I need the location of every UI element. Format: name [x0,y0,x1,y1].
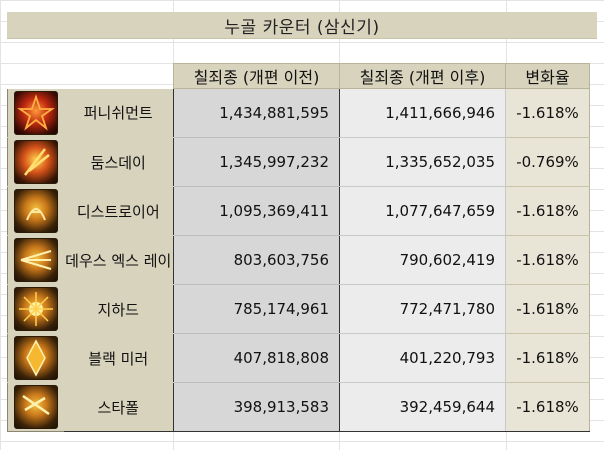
after-value[interactable]: 790,602,419 [339,235,506,285]
after-value[interactable]: 392,459,644 [339,382,506,432]
icon-cell[interactable] [7,137,64,187]
before-value[interactable]: 1,434,881,595 [173,88,340,138]
table-row: 지하드 785,174,961 772,471,780 -1.618% [7,284,590,334]
icon-cell[interactable] [7,333,64,383]
starfall-skill-icon [13,385,58,429]
skill-name[interactable]: 퍼니쉬먼트 [63,88,174,138]
icon-cell[interactable] [7,186,64,236]
deus-ex-ray-skill-icon [13,238,58,282]
doomsday-skill-icon [13,140,58,184]
after-value[interactable]: 401,220,793 [339,333,506,383]
icon-cell[interactable] [7,382,64,432]
header-before[interactable]: 칠죄종 (개편 이전) [173,63,340,89]
after-value[interactable]: 1,077,647,659 [339,186,506,236]
header-blank[interactable] [8,64,174,89]
change-value[interactable]: -1.618% [505,186,590,236]
skill-name[interactable]: 스타폴 [63,382,174,432]
after-value[interactable]: 772,471,780 [339,284,506,334]
table-row: 스타폴 398,913,583 392,459,644 -1.618% [7,382,590,432]
icon-cell[interactable] [7,284,64,334]
change-value[interactable]: -1.618% [505,333,590,383]
header-after[interactable]: 칠죄종 (개편 이후) [339,63,506,89]
after-value[interactable]: 1,335,652,035 [339,137,506,187]
table-row: 디스트로이어 1,095,369,411 1,077,647,659 -1.61… [7,186,590,236]
counter-table: 칠죄종 (개편 이전) 칠죄종 (개편 이후) 변화율 퍼니쉬먼트 1,434,… [7,63,590,432]
change-value[interactable]: -0.769% [505,137,590,187]
skill-name[interactable]: 블랙 미러 [63,333,174,383]
table-row: 블랙 미러 407,818,808 401,220,793 -1.618% [7,333,590,383]
change-value[interactable]: -1.618% [505,382,590,432]
after-value[interactable]: 1,411,666,946 [339,88,506,138]
icon-cell[interactable] [7,88,64,138]
black-mirror-skill-icon [13,336,58,380]
before-value[interactable]: 803,603,756 [173,235,340,285]
sheet-title[interactable]: 누골 카운터 (삼신기) [7,12,597,39]
before-value[interactable]: 1,095,369,411 [173,186,340,236]
skill-name[interactable]: 지하드 [63,284,174,334]
table-row: 퍼니쉬먼트 1,434,881,595 1,411,666,946 -1.618… [7,88,590,138]
punishment-skill-icon [13,90,58,135]
table-row: 데우스 엑스 레이 803,603,756 790,602,419 -1.618… [7,235,590,285]
skill-name[interactable]: 둠스데이 [63,137,174,187]
change-value[interactable]: -1.618% [505,235,590,285]
change-value[interactable]: -1.618% [505,88,590,138]
skill-name[interactable]: 디스트로이어 [63,186,174,236]
icon-cell[interactable] [7,235,64,285]
before-value[interactable]: 785,174,961 [173,284,340,334]
change-value[interactable]: -1.618% [505,284,590,334]
jihad-skill-icon [13,287,58,331]
header-change[interactable]: 변화율 [505,63,590,89]
table-row: 둠스데이 1,345,997,232 1,335,652,035 -0.769% [7,137,590,187]
before-value[interactable]: 398,913,583 [173,382,340,432]
before-value[interactable]: 407,818,808 [173,333,340,383]
header-row: 칠죄종 (개편 이전) 칠죄종 (개편 이후) 변화율 [8,63,590,89]
skill-name[interactable]: 데우스 엑스 레이 [63,235,174,285]
before-value[interactable]: 1,345,997,232 [173,137,340,187]
destroyer-skill-icon [13,189,58,233]
